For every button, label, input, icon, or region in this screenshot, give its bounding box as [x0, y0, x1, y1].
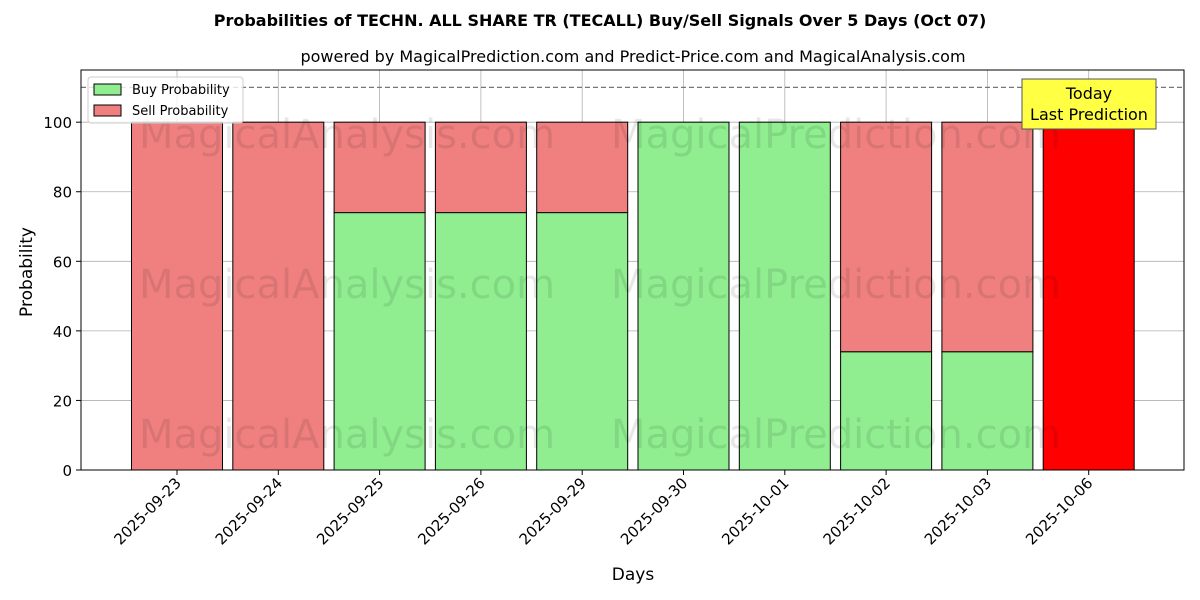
watermark-text: MagicalAnalysis.com — [139, 262, 555, 308]
x-tick-label: 2025-09-25 — [313, 474, 387, 548]
x-tick-label: 2025-10-01 — [718, 474, 792, 548]
bars — [131, 121, 1135, 471]
x-tick-label: 2025-09-26 — [414, 474, 488, 548]
bar-buy — [840, 351, 933, 471]
today-annotation: Today Last Prediction — [1021, 78, 1157, 130]
legend-label: Sell Probability — [132, 104, 229, 119]
annotation-line2: Last Prediction — [1030, 105, 1148, 124]
bar-buy — [637, 121, 730, 471]
bar-buy — [941, 351, 1034, 471]
bar-sell — [434, 121, 527, 214]
annotation-box — [1021, 78, 1157, 130]
watermark-text: MagicalAnalysis.com — [139, 412, 555, 458]
watermark: MagicalAnalysis.com MagicalPrediction.com… — [139, 112, 1061, 458]
x-tick-label: 2025-09-23 — [110, 474, 184, 548]
x-tick-label: 2025-10-06 — [1022, 474, 1096, 548]
bar-sell — [1042, 121, 1135, 471]
chart-subtitle: powered by MagicalPrediction.com and Pre… — [300, 47, 965, 66]
y-tick-label: 20 — [53, 392, 72, 410]
legend-swatch — [93, 104, 122, 117]
watermark-text: MagicalPrediction.com — [611, 112, 1061, 158]
x-tick-label: 2025-09-30 — [617, 474, 691, 548]
legend-box — [87, 76, 244, 124]
plot-frame — [80, 69, 1185, 471]
watermark-text: MagicalPrediction.com — [611, 412, 1061, 458]
bar-buy — [738, 121, 831, 471]
bar-sell — [941, 121, 1034, 353]
y-tick-label: 0 — [62, 462, 72, 480]
bar-sell — [333, 121, 426, 214]
x-axis-label: Days — [612, 565, 655, 585]
x-tick-label: 2025-09-24 — [212, 474, 286, 548]
y-tick-label: 40 — [53, 323, 72, 341]
legend-swatch — [93, 83, 122, 96]
legend: Buy Probability Sell Probability — [87, 76, 244, 124]
y-tick-label: 60 — [53, 253, 72, 271]
y-tick-label: 80 — [53, 184, 72, 202]
bar-buy — [434, 212, 527, 471]
bar-sell — [840, 121, 933, 353]
y-axis-ticks: 0 20 40 60 80 100 — [43, 114, 81, 480]
x-axis-ticks: 2025-09-23 2025-09-24 2025-09-25 2025-09-26… — [110, 470, 1097, 548]
y-tick-label: 100 — [43, 114, 72, 132]
x-tick-label: 2025-09-29 — [516, 474, 590, 548]
bar-sell — [536, 121, 629, 214]
watermark-text: MagicalPrediction.com — [611, 262, 1061, 308]
annotation-line1: Today — [1065, 84, 1112, 103]
legend-label: Buy Probability — [132, 83, 230, 98]
x-tick-label: 2025-10-02 — [820, 474, 894, 548]
chart-title: Probabilities of TECHN. ALL SHARE TR (TE… — [214, 11, 987, 30]
bar-buy — [536, 212, 629, 471]
y-axis-label: Probability — [17, 227, 37, 317]
bar-sell — [131, 121, 223, 471]
x-tick-label: 2025-10-03 — [921, 474, 995, 548]
